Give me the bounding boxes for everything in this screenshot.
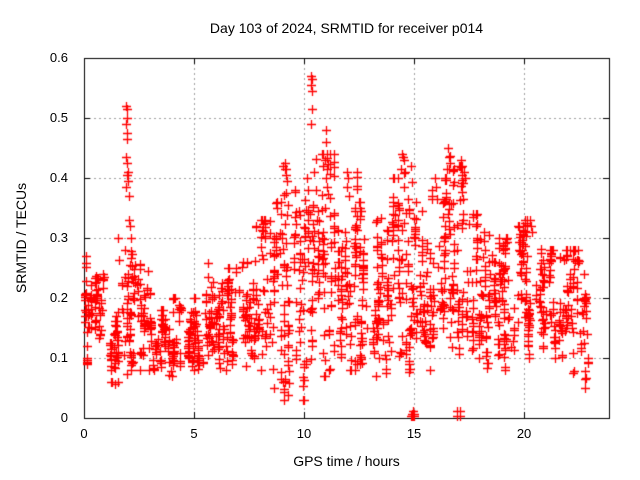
x-tick-label: 0: [80, 426, 88, 441]
x-tick-label: 10: [296, 426, 312, 441]
y-tick-label: 0: [60, 410, 68, 425]
y-tick-label: 0.5: [49, 110, 68, 125]
x-tick-label: 20: [516, 426, 532, 441]
x-axis-label: GPS time / hours: [293, 453, 400, 469]
y-tick-label: 0.6: [49, 50, 68, 65]
y-tick-label: 0.2: [49, 290, 68, 305]
y-tick-label: 0.4: [49, 170, 68, 185]
y-tick-label: 0.3: [49, 230, 68, 245]
x-tick-label: 15: [406, 426, 422, 441]
chart-title: Day 103 of 2024, SRMTID for receiver p01…: [209, 20, 484, 36]
x-tick-label: 5: [190, 426, 198, 441]
y-tick-label: 0.1: [49, 350, 68, 365]
